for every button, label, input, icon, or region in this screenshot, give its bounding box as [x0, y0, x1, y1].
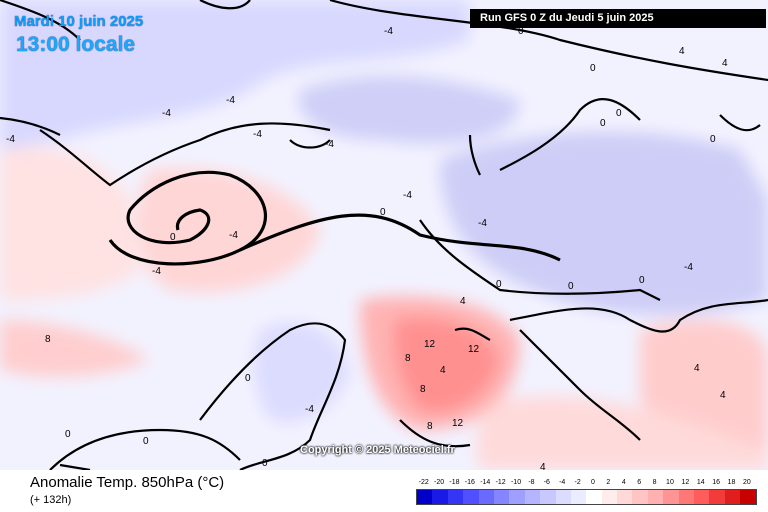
- isotherm-value-label: 12: [468, 344, 480, 355]
- isotherm-value-label: 4: [722, 58, 728, 69]
- scale-swatch: [540, 490, 556, 504]
- forecast-date: Mardi 10 juin 2025: [14, 13, 144, 30]
- isotherm-value-label: -4: [384, 26, 393, 37]
- scale-tick-label: 4: [621, 479, 626, 486]
- isotherm-value-label: 8: [45, 334, 51, 345]
- scale-swatch: [478, 490, 494, 504]
- scale-swatch: [617, 490, 633, 504]
- scale-swatch: [432, 490, 448, 504]
- color-scale-bar: [416, 489, 757, 505]
- scale-tick-label: -4: [559, 479, 566, 486]
- scale-swatch: [509, 490, 525, 504]
- scale-swatch: [724, 490, 741, 504]
- scale-swatch: [524, 490, 541, 504]
- isotherm-value-label: -4: [305, 404, 314, 415]
- scale-tick-label: 18: [727, 479, 736, 486]
- scale-swatch: [601, 490, 618, 504]
- scale-swatch: [570, 490, 587, 504]
- model-run-banner: Run GFS 0 Z du Jeudi 5 juin 2025: [470, 9, 766, 28]
- freezing-isotherm: [108, 170, 561, 266]
- scale-swatch: [632, 490, 648, 504]
- isotherm-value-label: -4: [684, 262, 693, 273]
- isotherm-value-label: -4: [253, 129, 262, 140]
- isotherm-value-label: -4: [325, 139, 334, 150]
- isotherm-value-label: 8: [427, 421, 433, 432]
- isotherm-value-label: -4: [6, 134, 15, 145]
- copyright-notice: Copyright © 2025 Meteociel.fr: [300, 444, 455, 456]
- isotherm-value-label: 4: [694, 363, 700, 374]
- isotherm-value-label: -4: [226, 95, 235, 106]
- scale-tick-label: 8: [652, 479, 657, 486]
- scale-tick-label: -12: [495, 479, 506, 486]
- isotherm-value-label: 0: [590, 63, 596, 74]
- isotherm-value-label: 0: [600, 118, 606, 129]
- isotherm-value-label: -4: [229, 230, 238, 241]
- scale-tick-label: 12: [681, 479, 690, 486]
- scale-swatch: [740, 490, 756, 504]
- scale-tick-label: -6: [543, 479, 550, 486]
- isotherm-value-label: -4: [478, 218, 487, 229]
- scale-tick-label: -10: [510, 479, 522, 486]
- isotherm-value-label: 0: [639, 275, 645, 286]
- isotherm-value-label: 0: [568, 281, 574, 292]
- scale-tick-label: -2: [574, 479, 581, 486]
- isotherm-value-label: 0: [245, 373, 251, 384]
- scale-swatch: [447, 490, 464, 504]
- scale-tick-label: 20: [743, 479, 751, 486]
- scale-tick-label: -14: [480, 479, 491, 486]
- scale-tick-label: -18: [449, 479, 460, 486]
- scale-tick-label: 2: [606, 479, 611, 486]
- isotherm-value-label: 0: [380, 207, 386, 218]
- isotherm-value-label: 0: [262, 458, 268, 469]
- scale-tick-label: 0: [591, 479, 595, 486]
- isotherm-value-label: 0: [616, 108, 622, 119]
- scale-tick-label: -22: [418, 479, 429, 486]
- scale-tick-label: -20: [434, 479, 445, 486]
- isotherm-value-label: -4: [152, 266, 161, 277]
- scale-swatch: [417, 490, 433, 504]
- scale-tick-label: -8: [528, 479, 535, 486]
- isotherm-value-label: -4: [162, 108, 171, 119]
- isotherm-value-label: 8: [405, 353, 411, 364]
- coastlines: [0, 0, 768, 470]
- scale-swatch: [493, 490, 510, 504]
- scale-tick-label: 10: [666, 479, 674, 486]
- chart-title: Anomalie Temp. 850hPa (°C): [30, 474, 225, 491]
- isotherm-value-label: 0: [710, 134, 716, 145]
- scale-swatch: [709, 490, 725, 504]
- scale-swatch: [678, 490, 695, 504]
- isotherm-value-label: 0: [65, 429, 71, 440]
- scale-tick-label: 14: [696, 479, 705, 486]
- scale-tick-label: 6: [637, 479, 642, 486]
- anomaly-fields: [0, 0, 768, 470]
- isotherm-value-label: 4: [460, 296, 466, 307]
- isotherm-value-label: 0: [170, 232, 176, 243]
- isotherm-value-label: 0: [518, 26, 524, 37]
- isotherm-value-label: -4: [403, 190, 412, 201]
- isotherm-value-label: 8: [420, 384, 426, 395]
- scale-swatch: [647, 490, 664, 504]
- scale-swatch: [586, 490, 602, 504]
- forecast-lead-time: (+ 132h): [30, 494, 72, 506]
- scale-tick-label: -16: [464, 479, 475, 486]
- isotherm-value-label: 0: [496, 279, 502, 290]
- isotherm-value-label: 4: [440, 365, 446, 376]
- scale-tick-label: 16: [712, 479, 721, 486]
- isotherm-value-label: 12: [452, 418, 464, 429]
- scale-swatch: [555, 490, 571, 504]
- isotherm-value-label: 4: [679, 46, 685, 57]
- scale-swatch: [694, 490, 710, 504]
- isotherm-value-label: 4: [720, 390, 726, 401]
- isotherm-value-label: 0: [143, 436, 149, 447]
- forecast-local-time: 13:00 locale: [16, 33, 136, 56]
- scale-swatch: [663, 490, 679, 504]
- scale-swatch: [463, 490, 479, 504]
- isotherm-value-label: 12: [424, 339, 436, 350]
- isotherm-value-label: 4: [540, 462, 546, 470]
- color-scale-labels: -22 -20 -18 -16 -14 -12 -10 -8 -6 -4 -2 0 2 4 6 8 10 12 14…: [416, 478, 755, 488]
